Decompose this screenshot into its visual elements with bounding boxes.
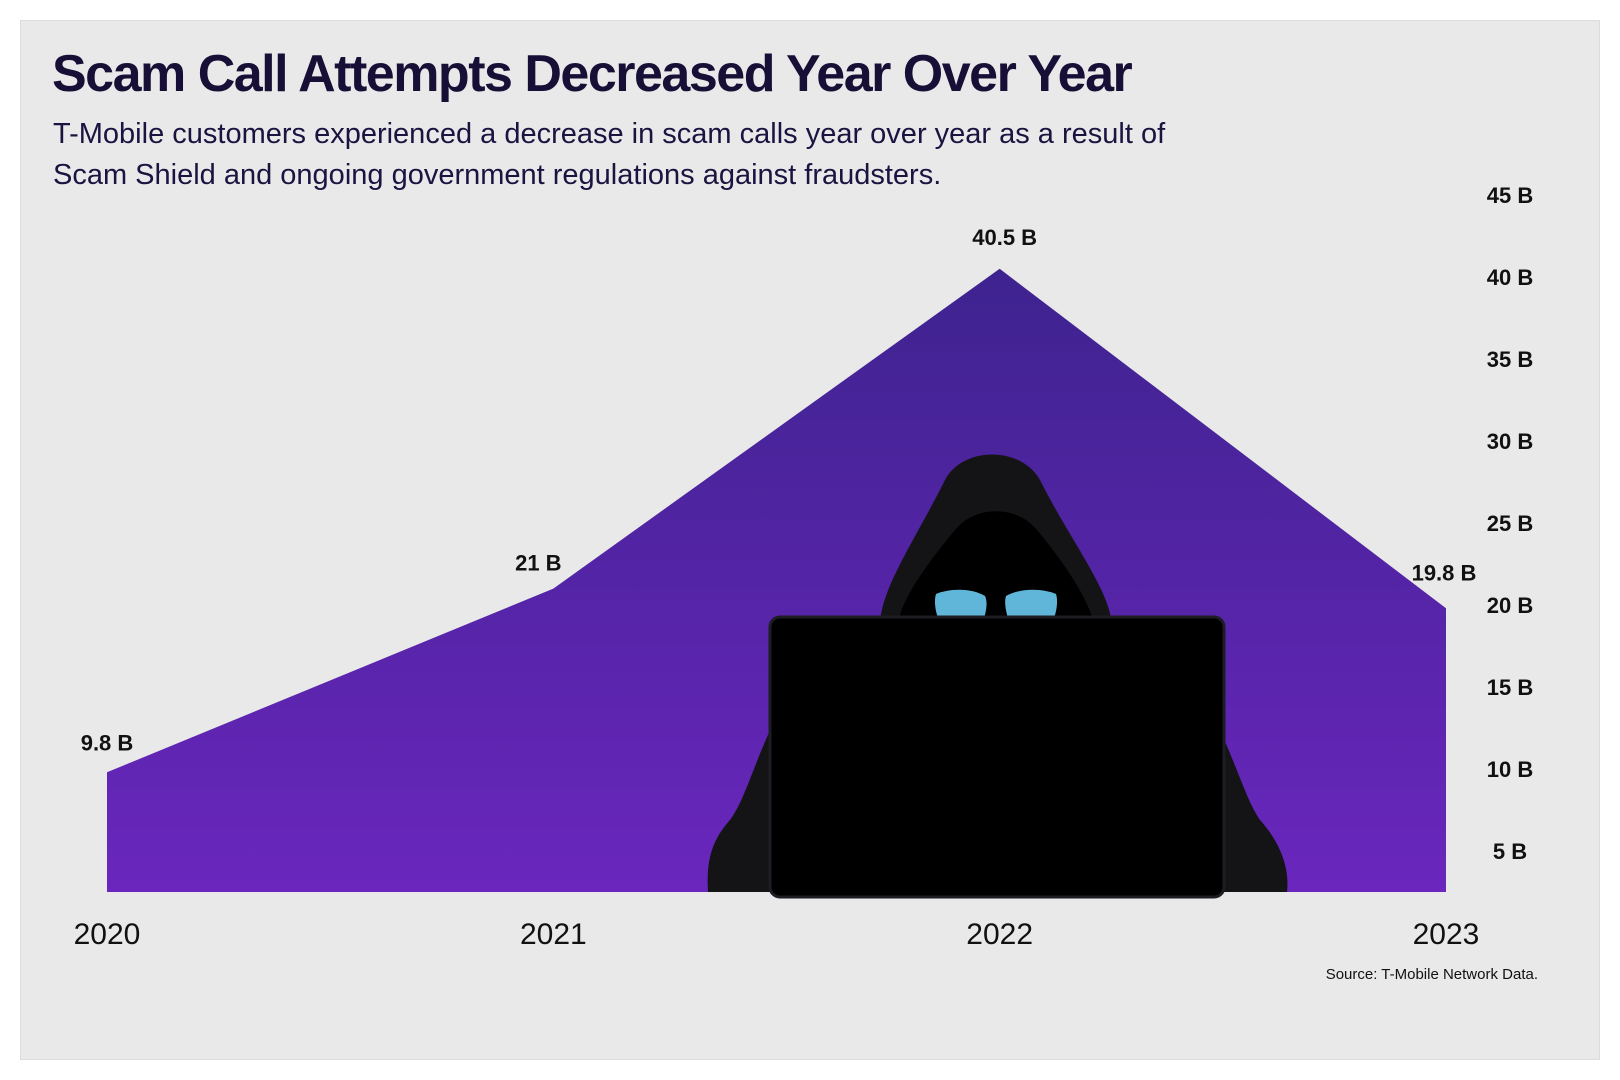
data-label-2023: 19.8 B <box>1412 560 1477 585</box>
y-tick-label: 10 B <box>1487 757 1533 782</box>
y-axis: 5 B 10 B 15 B 20 B 25 B 30 B 35 B 40 B 45 B <box>1487 183 1533 864</box>
y-tick-label: 35 B <box>1487 347 1533 372</box>
y-tick-label: 30 B <box>1487 429 1533 454</box>
hacker-left-eye <box>934 589 987 618</box>
y-tick-label: 40 B <box>1487 265 1533 290</box>
data-label-2022: 40.5 B <box>972 225 1037 250</box>
y-tick-label: 5 B <box>1493 839 1527 864</box>
data-labels: 9.8 B 21 B 40.5 B 19.8 B <box>81 225 1477 755</box>
data-label-2021: 21 B <box>515 551 561 576</box>
laptop-screen <box>768 615 1226 899</box>
chart-subtitle: T-Mobile customers experienced a decreas… <box>53 118 1166 191</box>
data-label-2020: 9.8 B <box>81 730 134 755</box>
source-note: Source: T-Mobile Network Data. <box>1325 966 1538 983</box>
x-tick-label-2021: 2021 <box>520 918 587 951</box>
y-tick-label: 20 B <box>1487 593 1533 618</box>
y-tick-label: 15 B <box>1487 675 1533 700</box>
y-tick-label: 25 B <box>1487 511 1533 536</box>
x-tick-label-2020: 2020 <box>74 918 141 951</box>
hacker-right-eye <box>1005 589 1058 618</box>
x-axis: 2020 2021 2022 2023 <box>74 918 1480 951</box>
x-tick-label-2023: 2023 <box>1413 918 1480 951</box>
hooded-hacker-with-laptop-icon <box>707 454 1288 899</box>
chart-title: Scam Call Attempts Decreased Year Over Y… <box>52 45 1133 103</box>
y-tick-label: 45 B <box>1487 183 1533 208</box>
x-tick-label-2022: 2022 <box>966 918 1033 951</box>
